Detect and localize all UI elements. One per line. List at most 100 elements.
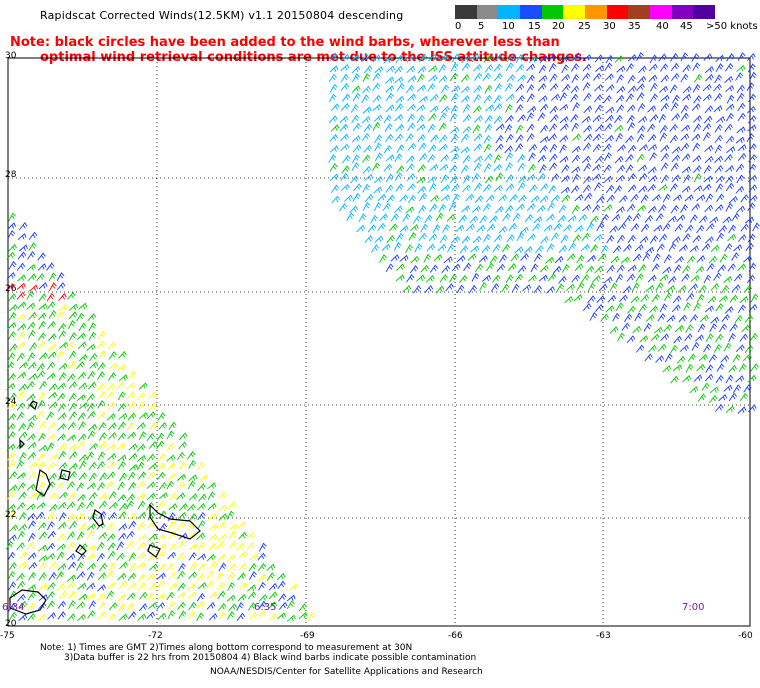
wind-barb [678, 314, 688, 323]
wind-barb [167, 601, 176, 610]
wind-barb [528, 56, 538, 64]
wind-barb [47, 521, 55, 531]
wind-barb [592, 173, 601, 181]
wind-barb [98, 492, 108, 501]
wind-barb [97, 584, 107, 592]
wind-barb [136, 480, 146, 489]
wind-barb [226, 572, 236, 581]
wind-barb [217, 553, 227, 562]
wind-barb [482, 274, 491, 282]
wind-barb [747, 374, 757, 383]
wind-barb [632, 325, 642, 334]
wind-barb [47, 351, 57, 360]
wind-barb [432, 224, 441, 234]
wind-barb [484, 175, 494, 184]
wind-barb [735, 375, 745, 383]
wind-barb [592, 133, 602, 142]
wind-barb [650, 82, 658, 92]
wind-barb [56, 570, 65, 580]
wind-barb [659, 124, 668, 134]
wind-barb [708, 255, 718, 264]
wind-barb [197, 461, 205, 471]
wind-barb [614, 124, 624, 133]
wind-barb [106, 533, 116, 542]
scale-swatch [693, 5, 716, 19]
wind-barb [749, 71, 757, 81]
wind-barb [139, 591, 148, 600]
island-outline [147, 544, 161, 558]
wind-barb [67, 320, 76, 329]
wind-barb [66, 434, 76, 442]
wind-barb [106, 383, 116, 392]
wind-barb [126, 421, 135, 431]
wind-barb [682, 374, 692, 383]
wind-barb [196, 573, 205, 582]
wind-barb [249, 571, 257, 580]
wind-barb [26, 263, 36, 271]
wind-barb [57, 600, 66, 609]
wind-barb [428, 182, 437, 192]
wind-barb [483, 143, 492, 153]
wind-barb [594, 265, 604, 274]
wind-barb [493, 184, 503, 192]
wind-barb [56, 350, 65, 360]
wind-barb [561, 73, 571, 82]
wind-barb [475, 263, 484, 273]
wind-barb [689, 314, 699, 323]
wind-barb [703, 164, 712, 174]
wind-barb [617, 144, 626, 152]
island-outline [149, 503, 201, 540]
wind-barb [46, 512, 56, 521]
wind-barb [716, 232, 725, 242]
wind-barb [68, 381, 78, 390]
wind-barb [362, 165, 372, 174]
wind-barb [714, 155, 724, 163]
wind-barb [440, 154, 450, 162]
wind-barb [696, 224, 705, 234]
wind-barb [514, 273, 523, 283]
wind-barb [681, 185, 691, 193]
wind-barb [118, 350, 127, 359]
wind-barb [616, 104, 625, 113]
wind-barb [119, 472, 128, 482]
wind-barb [117, 493, 127, 502]
wind-barb [6, 272, 16, 280]
wind-barb [604, 152, 612, 162]
wind-barb [563, 224, 572, 232]
wind-barb [511, 283, 520, 293]
wind-barb [127, 572, 137, 581]
wind-barb [581, 232, 591, 242]
wind-barb [576, 254, 585, 264]
wind-barb [647, 123, 656, 133]
wind-barb [46, 600, 55, 610]
wind-barb [362, 154, 371, 163]
wind-barb [46, 411, 54, 421]
wind-barb [402, 213, 411, 222]
wind-barb [383, 163, 393, 172]
wind-barb [748, 163, 757, 173]
wind-barb [439, 134, 448, 143]
wind-barb [725, 62, 734, 72]
wind-barb [674, 223, 683, 232]
wind-barb [351, 114, 360, 124]
wind-barb [481, 244, 491, 254]
footer-note-line-2: 3)Data buffer is 22 hrs from 20150804 4)… [64, 653, 477, 663]
wind-barb [709, 323, 718, 333]
wind-barb [189, 561, 198, 571]
wind-barb [176, 492, 186, 500]
wind-barb [16, 402, 26, 411]
wind-barb [520, 253, 529, 262]
wind-barb [645, 246, 655, 254]
wind-barb [169, 582, 178, 590]
wind-barb [188, 551, 197, 561]
wind-barb [626, 104, 636, 113]
wind-barb [340, 73, 349, 83]
wind-barb [570, 93, 579, 103]
wind-barb [442, 224, 450, 233]
wind-barb [139, 603, 148, 612]
wind-barb [433, 253, 443, 262]
wind-barb [748, 194, 758, 203]
wind-barb [689, 214, 698, 223]
wind-barb [725, 202, 734, 212]
wind-barb [462, 103, 471, 113]
